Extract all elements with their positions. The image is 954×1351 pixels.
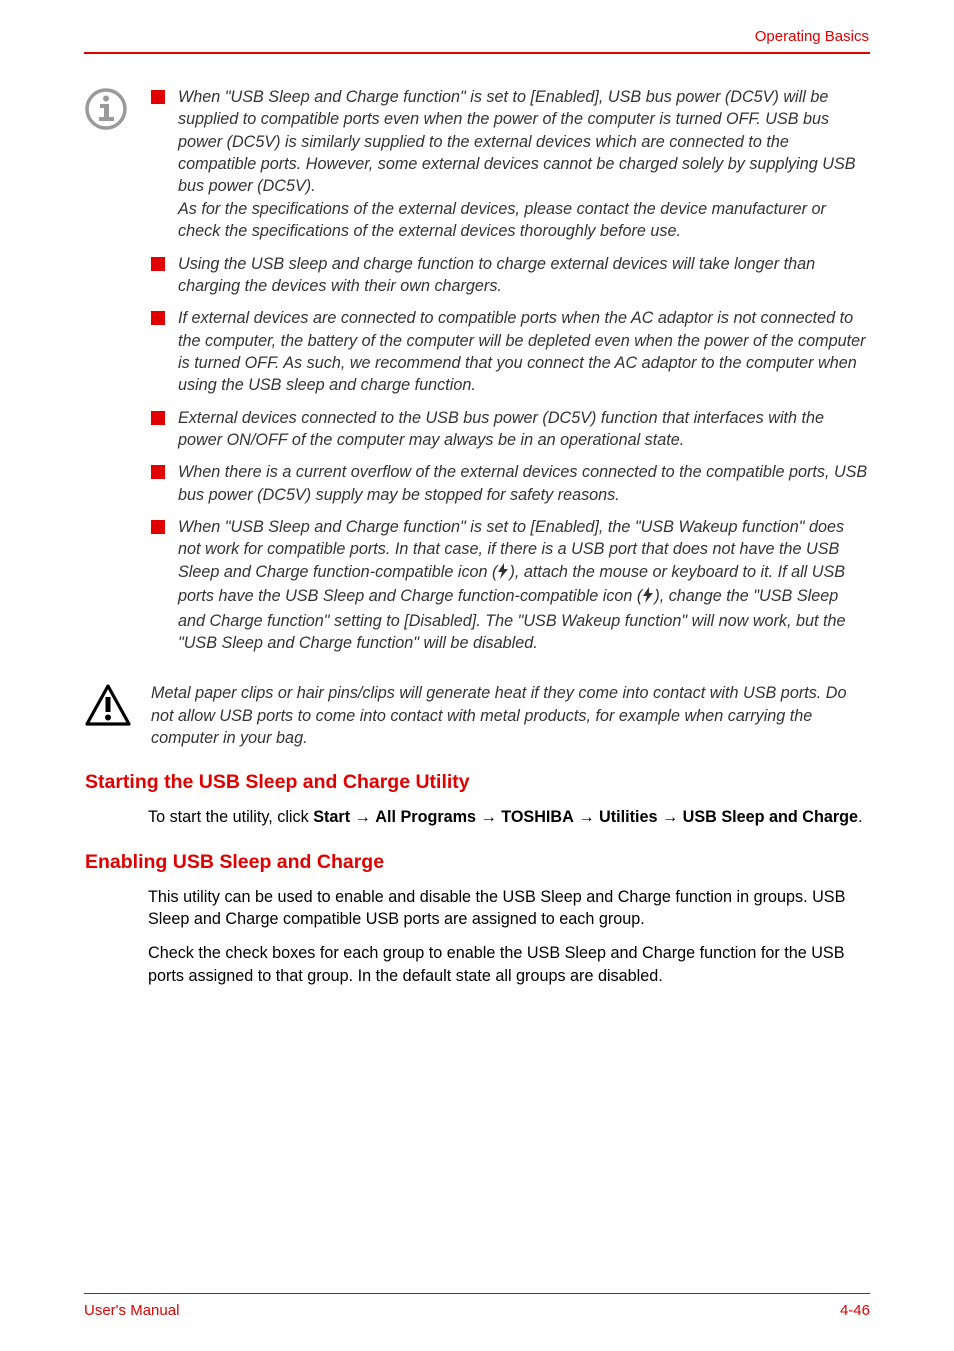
strong-text: All Programs [375,808,476,826]
list-item: When "USB Sleep and Charge function" is … [151,516,869,654]
bullet-text: When "USB Sleep and Charge function" is … [178,86,869,243]
info-icon-column [85,86,151,135]
bullet-icon [151,90,165,104]
section-heading-enabling: Enabling USB Sleep and Charge [85,851,869,874]
arrow-icon: → [355,808,371,826]
page-header: Operating Basics [0,0,954,58]
strong-text: Start [313,808,350,826]
bolt-icon [642,587,654,609]
warning-note-block: Metal paper clips or hair pins/clips wil… [85,682,869,749]
warning-text: Metal paper clips or hair pins/clips wil… [151,682,869,749]
footer-left: User's Manual [84,1302,179,1319]
bullet-icon [151,257,165,271]
header-section-title: Operating Basics [755,28,869,45]
bullet-text: If external devices are connected to com… [178,307,869,396]
bullet-icon [151,311,165,325]
body-paragraph: To start the utility, click Start → All … [148,806,869,828]
bullet-icon [151,465,165,479]
text-span: When "USB Sleep and Charge function" is … [178,88,856,195]
info-note-block: When "USB Sleep and Charge function" is … [85,86,869,664]
warning-icon [85,713,131,730]
list-item: When "USB Sleep and Charge function" is … [151,86,869,243]
warning-icon-column [85,682,151,731]
bullet-text: Using the USB sleep and charge function … [178,253,869,298]
list-item: Using the USB sleep and charge function … [151,253,869,298]
text-span: To start the utility, click [148,808,313,826]
body-paragraph: This utility can be used to enable and d… [148,886,869,931]
arrow-icon: → [662,808,678,826]
bullet-icon [151,411,165,425]
arrow-icon: → [481,808,497,826]
text-span: As for the specifications of the externa… [178,198,869,243]
footer-rule [84,1293,870,1295]
bullet-text: External devices connected to the USB bu… [178,407,869,452]
list-item: If external devices are connected to com… [151,307,869,396]
list-item: When there is a current overflow of the … [151,461,869,506]
strong-text: TOSHIBA [501,808,574,826]
footer-right: 4-46 [840,1302,870,1319]
footer-row: User's Manual 4-46 [84,1302,870,1319]
info-note-body: When "USB Sleep and Charge function" is … [151,86,869,664]
page-content: When "USB Sleep and Charge function" is … [0,58,954,987]
bullet-text: When "USB Sleep and Charge function" is … [178,516,869,654]
strong-text: Utilities [599,808,657,826]
strong-text: USB Sleep and Charge [683,808,858,826]
section-heading-starting: Starting the USB Sleep and Charge Utilit… [85,771,869,794]
body-paragraph: Check the check boxes for each group to … [148,942,869,987]
arrow-icon: → [578,808,594,826]
bullet-text: When there is a current overflow of the … [178,461,869,506]
list-item: External devices connected to the USB bu… [151,407,869,452]
bullet-icon [151,520,165,534]
header-rule [84,52,870,54]
bolt-icon [497,563,509,585]
text-span: . [858,808,863,826]
info-icon [85,117,127,134]
warning-note-body: Metal paper clips or hair pins/clips wil… [151,682,869,749]
page-footer: User's Manual 4-46 [84,1293,870,1320]
